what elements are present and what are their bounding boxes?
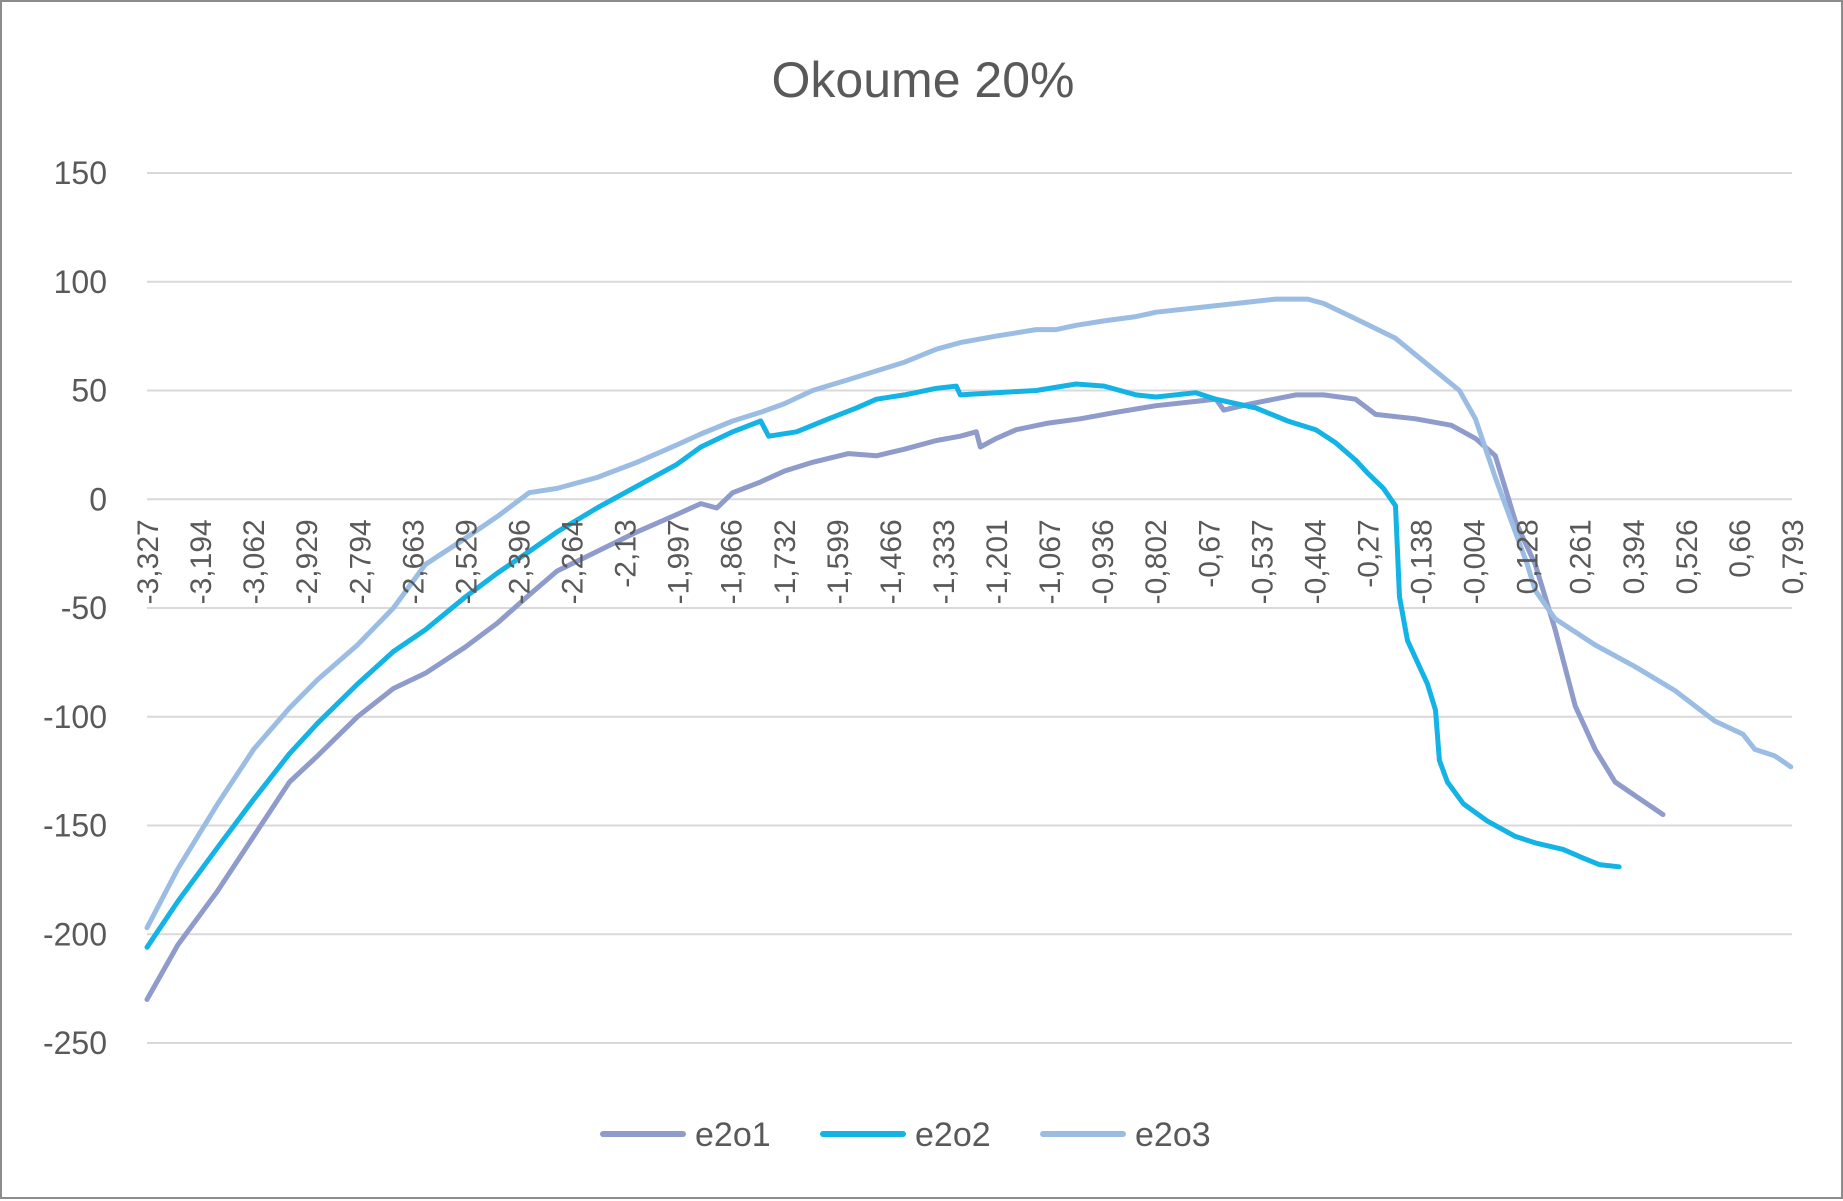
- y-tick-label: 150: [54, 155, 107, 191]
- x-tick-label: -1,067: [1034, 519, 1067, 604]
- x-tick-label: -1,866: [716, 519, 749, 604]
- x-tick-label: -1,201: [981, 519, 1014, 604]
- x-tick-label: -0,004: [1459, 519, 1492, 604]
- x-tick-label: 0,526: [1671, 519, 1704, 594]
- x-axis-ticks: -3,327 -3,194 -3,062 -2,929 -2,794 -2,663 -2,5…: [132, 519, 1810, 604]
- x-tick-label: -1,333: [928, 519, 961, 604]
- x-tick-label: -0,138: [1406, 519, 1439, 604]
- y-tick-label: -250: [43, 1025, 107, 1061]
- x-tick-label: 0,793: [1777, 519, 1810, 594]
- series-line-e2o3: [144, 296, 1794, 931]
- x-tick-label: -2,13: [610, 519, 643, 587]
- x-tick-label: -1,732: [769, 519, 802, 604]
- legend-label-e2o3: e2o3: [1135, 1116, 1211, 1154]
- x-tick-label: 0,394: [1618, 519, 1651, 594]
- x-tick-label: -1,466: [875, 519, 908, 604]
- legend-label-e2o2: e2o2: [915, 1116, 991, 1154]
- legend-label-e2o1: e2o1: [695, 1116, 771, 1154]
- x-tick-label: -0,404: [1299, 519, 1332, 604]
- x-tick-label: -2,529: [450, 519, 483, 604]
- y-tick-label: 0: [89, 481, 107, 517]
- x-tick-label: -0,537: [1246, 519, 1279, 604]
- legend: e2o1 e2o2 e2o3: [600, 1116, 1211, 1154]
- series-line-e2o2: [144, 381, 1622, 950]
- x-tick-label: 0,128: [1512, 519, 1545, 594]
- x-tick-label: -3,327: [132, 519, 165, 604]
- x-tick-label: -2,396: [504, 519, 537, 604]
- y-tick-label: 50: [71, 373, 107, 409]
- series-lines: [144, 296, 1794, 1002]
- x-tick-label: -0,936: [1087, 519, 1120, 604]
- x-tick-label: -1,997: [663, 519, 696, 604]
- y-tick-label: -200: [43, 916, 107, 952]
- chart-title: Okoume 20%: [772, 52, 1075, 108]
- x-tick-label: -2,663: [397, 519, 430, 604]
- x-tick-label: -1,599: [822, 519, 855, 604]
- x-tick-label: -2,794: [344, 519, 377, 604]
- x-tick-label: 0,66: [1724, 519, 1757, 577]
- x-tick-label: -0,802: [1140, 519, 1173, 604]
- y-axis-ticks: 150 100 50 0 -50 -100 -150 -200 -250: [43, 155, 107, 1061]
- x-tick-label: -3,194: [185, 519, 218, 604]
- x-tick-label: -0,67: [1193, 519, 1226, 587]
- x-tick-label: 0,261: [1565, 519, 1598, 594]
- y-tick-label: -50: [61, 590, 107, 626]
- series-line-e2o1: [144, 392, 1666, 1002]
- x-tick-label: -0,27: [1353, 519, 1386, 587]
- x-tick-label: -3,062: [238, 519, 271, 604]
- y-tick-label: -150: [43, 808, 107, 844]
- x-tick-label: -2,264: [557, 519, 590, 604]
- y-tick-label: 100: [54, 264, 107, 300]
- y-tick-label: -100: [43, 699, 107, 735]
- gridlines: [147, 172, 1792, 1044]
- x-tick-label: -2,929: [291, 519, 324, 604]
